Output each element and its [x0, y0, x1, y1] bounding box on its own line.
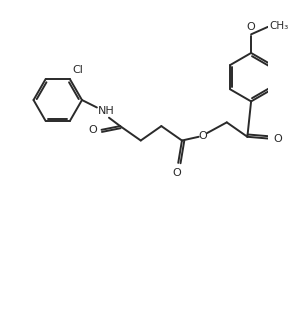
- Text: O: O: [172, 167, 181, 178]
- Text: Cl: Cl: [73, 65, 84, 75]
- Text: NH: NH: [98, 106, 115, 116]
- Text: O: O: [198, 131, 207, 141]
- Text: O: O: [88, 125, 97, 135]
- Text: O: O: [273, 134, 282, 144]
- Text: CH₃: CH₃: [270, 21, 288, 31]
- Text: O: O: [247, 23, 255, 32]
